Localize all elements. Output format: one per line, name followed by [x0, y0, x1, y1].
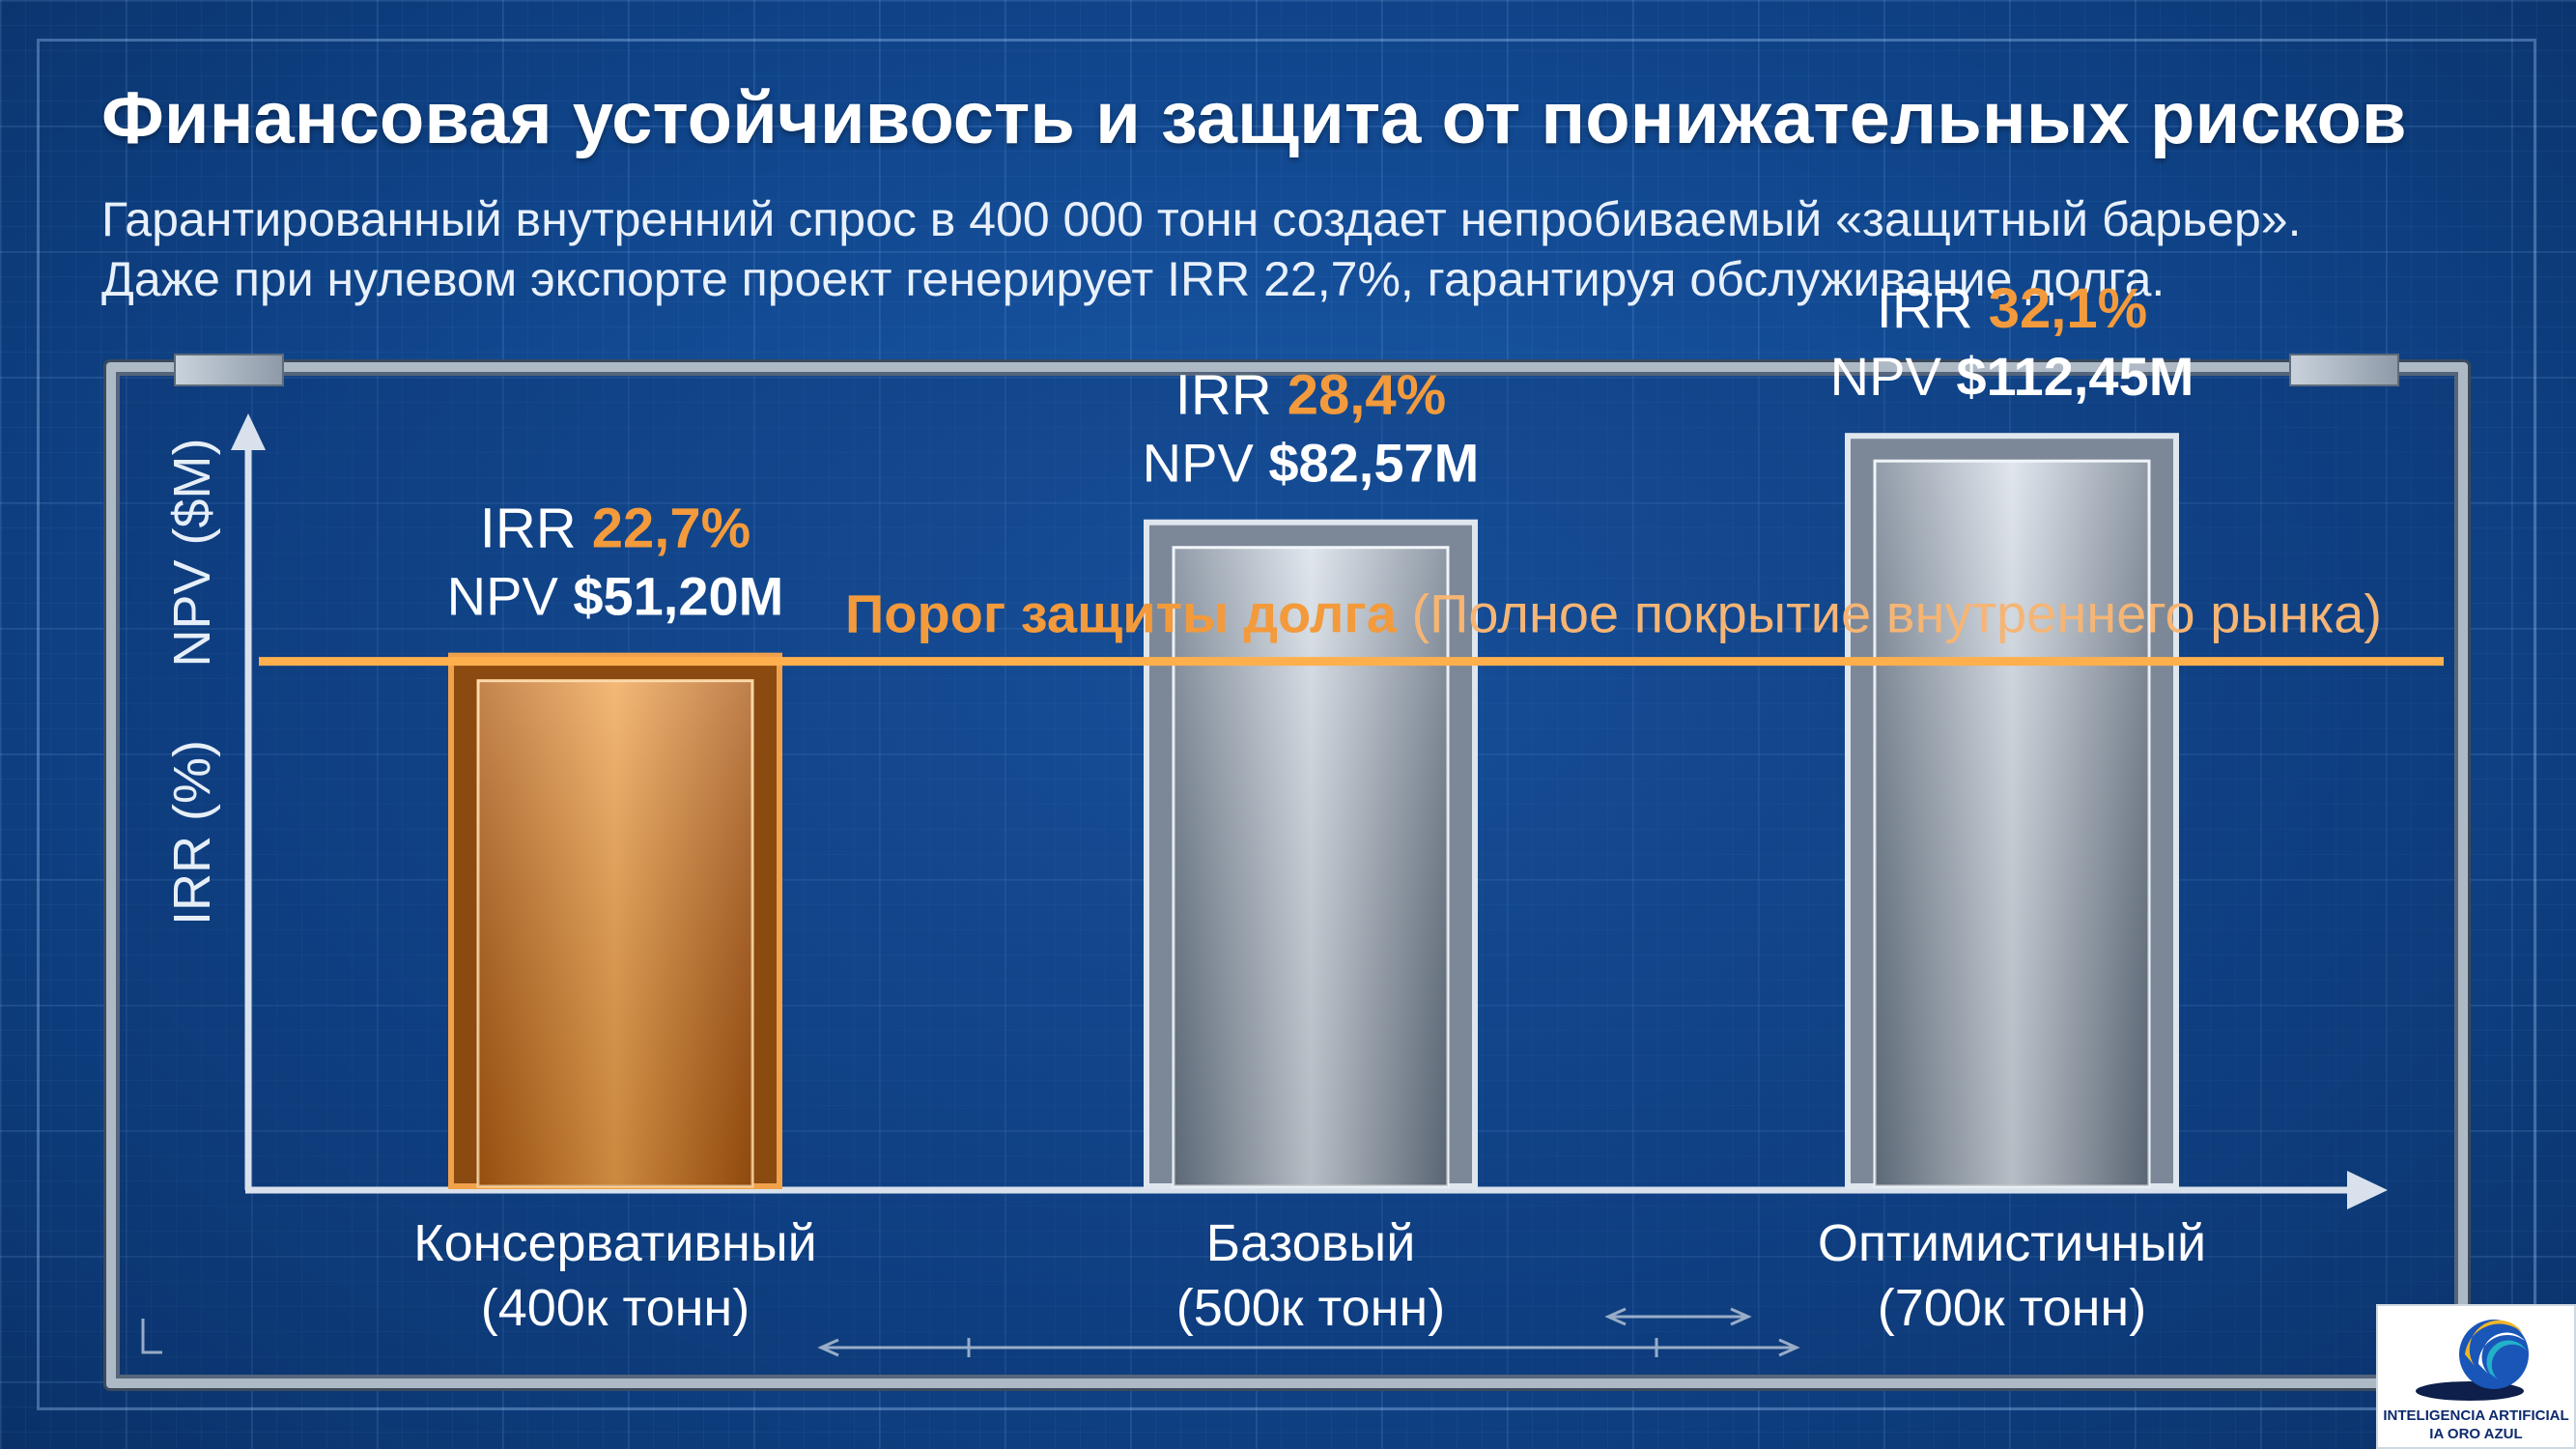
- slide-frame: [37, 39, 2536, 1410]
- category-label-2: Базовый: [1206, 1214, 1416, 1272]
- logo-text-line-1: INTELIGENCIA ARTIFICIAL: [2383, 1407, 2569, 1424]
- category-label-3: Оптимистичный: [1818, 1214, 2206, 1272]
- swirl-globe-icon: [2416, 1320, 2529, 1401]
- npv-label-1: NPV $51,20M: [447, 566, 784, 627]
- y-axis-label-irr: IRR (%): [163, 740, 221, 925]
- category-volume-2: (500к тонн): [1176, 1279, 1446, 1337]
- y-axis-label-npv: NPV ($M): [163, 438, 221, 667]
- panel-corner-mark-right: [2289, 354, 2399, 386]
- page-title: Финансовая устойчивость и защита от пони…: [101, 77, 2407, 159]
- threshold-label: Порог защиты долга (Полное покрытие внут…: [845, 583, 2382, 644]
- category-volume-3: (700к тонн): [1878, 1279, 2147, 1337]
- x-axis-arrow-icon: [2347, 1171, 2388, 1209]
- bar-1: [448, 652, 782, 1189]
- subtitle-line-1: Гарантированный внутренний спрос в 400 0…: [101, 192, 2302, 246]
- y-axis-arrow-icon: [231, 413, 266, 450]
- irr-label-2: IRR 28,4%: [1175, 364, 1446, 427]
- irr-label-3: IRR 32,1%: [1877, 277, 2147, 340]
- logo-text-line-2: IA ORO AZUL: [2429, 1426, 2523, 1442]
- decorative-dimension-marks: [141, 1307, 1800, 1357]
- subtitle-line-2: Даже при нулевом экспорте проект генерир…: [101, 252, 2166, 306]
- npv-label-3: NPV $112,45M: [1830, 346, 2194, 407]
- category-volume-1: (400к тонн): [481, 1279, 750, 1337]
- npv-label-2: NPV $82,57M: [1143, 433, 1480, 494]
- brand-logo: INTELIGENCIA ARTIFICIAL IA ORO AZUL: [2376, 1304, 2576, 1449]
- panel-corner-mark-left: [174, 354, 284, 386]
- category-label-1: Консервативный: [413, 1214, 817, 1272]
- bar-3: [1845, 433, 2179, 1189]
- irr-label-1: IRR 22,7%: [480, 497, 750, 560]
